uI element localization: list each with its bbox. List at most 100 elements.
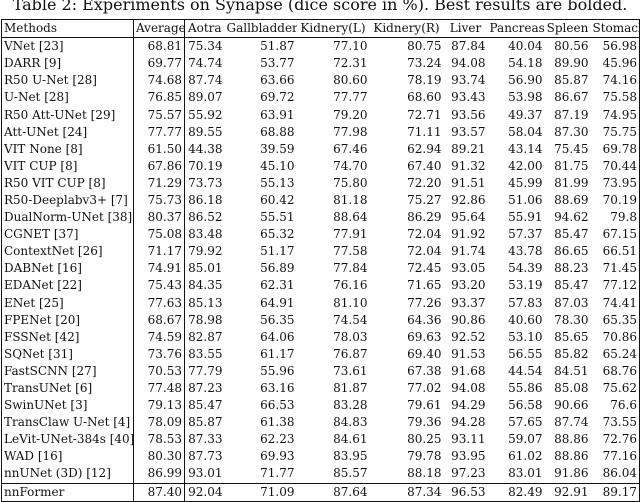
score-cell: 77.91: [333, 227, 368, 242]
table-body: VNet [23] 68.81 75.34 51.87 77.10 80.75 87.84 4…: [1, 37, 640, 502]
method-cell: Att-UNet [24]: [1, 123, 134, 141]
score-cell: 57.83: [508, 295, 543, 310]
score-cell: 89.07: [188, 90, 223, 105]
score-cell: 64.06: [260, 329, 295, 344]
table-row: U-Net [28] 76.85 89.07 69.72 77.77 68.60 93.43…: [1, 89, 640, 107]
score-cell: 87.30: [554, 124, 589, 139]
table-row: SwinUNet [3] 79.13 85.47 66.53 83.28 79.61 94.…: [1, 397, 640, 415]
score-cell: 80.60: [333, 73, 368, 88]
score-cell: 74.68: [133, 72, 185, 90]
score-cell: 87.40: [133, 483, 185, 502]
score-cell: 81.87: [333, 381, 368, 396]
score-cell: 53.98: [508, 90, 543, 105]
table-row: TransClaw U-Net [4] 78.09 85.87 61.38 84.83 7…: [1, 414, 640, 432]
score-cell: 54.18: [508, 56, 543, 71]
score-cell: 69.78: [590, 140, 640, 158]
score-cell: 71.29: [133, 174, 185, 192]
score-cell: 87.33: [188, 432, 223, 447]
score-cell: 72.31: [333, 56, 368, 71]
score-cell: 75.43: [133, 277, 185, 295]
score-cell: 77.02: [407, 381, 442, 396]
method-cell: nnFormer: [1, 483, 134, 502]
column-header: Kidnery(R): [373, 21, 440, 36]
score-cell: 56.89: [260, 261, 295, 276]
score-cell: 87.73: [188, 449, 223, 464]
score-cell: 81.10: [333, 295, 368, 310]
method-cell: LeVit-UNet-384s [40]: [1, 431, 134, 449]
score-cell: 78.09: [133, 414, 185, 432]
table-row: WAD [16] 80.30 87.73 69.93 83.95 79.78 93.95 61…: [1, 448, 640, 466]
score-cell: 91.68: [451, 363, 486, 378]
score-cell: 79.13: [133, 397, 185, 415]
score-cell: 86.65: [554, 244, 589, 259]
score-cell: 85.47: [554, 278, 589, 293]
method-cell: VIT None [8]: [1, 140, 134, 158]
score-cell: 63.91: [260, 107, 295, 122]
score-cell: 53.77: [260, 56, 295, 71]
score-cell: 74.91: [133, 260, 185, 278]
method-cell: ENet [25]: [1, 294, 134, 312]
score-cell: 56.90: [508, 73, 543, 88]
score-cell: 55.13: [260, 175, 295, 190]
score-cell: 79.20: [333, 107, 368, 122]
score-cell: 74.74: [188, 56, 223, 71]
score-cell: 72.71: [407, 107, 442, 122]
table-row: FastSCNN [27] 70.53 77.79 55.96 73.61 67.38 91…: [1, 362, 640, 380]
score-cell: 75.73: [133, 191, 185, 210]
score-cell: 90.86: [451, 312, 486, 327]
score-cell: 96.53: [451, 484, 486, 499]
score-cell: 73.95: [590, 174, 640, 192]
score-cell: 90.66: [554, 398, 589, 413]
score-cell: 64.36: [407, 312, 442, 327]
score-cell: 42.00: [508, 158, 543, 173]
score-cell: 85.13: [188, 295, 223, 310]
score-cell: 72.45: [407, 261, 442, 276]
score-cell: 72.20: [407, 175, 442, 190]
score-cell: 92.91: [554, 484, 589, 499]
score-cell: 55.91: [508, 210, 543, 225]
score-cell: 61.38: [260, 415, 295, 430]
score-cell: 68.88: [260, 124, 295, 139]
column-header: Spleen: [546, 21, 589, 36]
score-cell: 92.04: [188, 484, 223, 499]
score-cell: 45.96: [590, 55, 640, 73]
score-cell: 94.29: [451, 398, 486, 413]
score-cell: 75.45: [554, 141, 589, 156]
score-cell: 70.44: [590, 157, 640, 175]
method-cell: TransUNet [6]: [1, 379, 134, 398]
score-cell: 66.53: [260, 398, 295, 413]
score-cell: 93.56: [451, 107, 486, 122]
score-cell: 89.17: [590, 483, 640, 502]
score-cell: 63.66: [260, 73, 295, 88]
table-row: DualNorm-UNet [38] 80.37 86.52 55.51 88.64 86…: [1, 209, 640, 227]
score-cell: 85.65: [554, 329, 589, 344]
score-cell: 81.75: [554, 158, 589, 173]
score-cell: 74.16: [590, 72, 640, 90]
score-cell: 85.87: [188, 415, 223, 430]
score-cell: 82.49: [508, 484, 543, 499]
score-cell: 79.36: [407, 415, 442, 430]
score-cell: 79.8: [590, 209, 640, 227]
score-cell: 70.53: [133, 362, 185, 380]
score-cell: 72.76: [590, 431, 640, 449]
score-cell: 85.47: [188, 398, 223, 413]
score-cell: 73.55: [590, 414, 640, 432]
score-cell: 88.64: [333, 210, 368, 225]
score-cell: 77.77: [333, 90, 368, 105]
method-cell: FPENet [20]: [1, 311, 134, 329]
method-cell: TransClaw U-Net [4]: [1, 414, 134, 432]
score-cell: 67.86: [133, 157, 185, 175]
score-cell: 75.62: [590, 379, 640, 398]
score-cell: 45.99: [508, 175, 543, 190]
score-cell: 64.91: [260, 295, 295, 310]
score-cell: 51.06: [508, 192, 543, 207]
table-row: DABNet [16] 74.91 85.01 56.89 77.84 72.45 93.0…: [1, 260, 640, 278]
score-cell: 78.30: [554, 312, 589, 327]
score-cell: 83.01: [508, 466, 543, 481]
score-cell: 94.08: [451, 56, 486, 71]
score-cell: 72.04: [407, 244, 442, 259]
score-cell: 68.76: [590, 362, 640, 380]
score-cell: 93.01: [188, 466, 223, 481]
score-cell: 61.50: [133, 140, 185, 158]
score-cell: 71.65: [407, 278, 442, 293]
